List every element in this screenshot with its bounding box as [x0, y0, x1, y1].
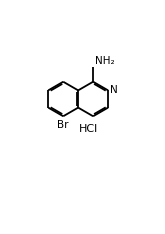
Text: N: N	[110, 85, 117, 95]
Text: Br: Br	[57, 120, 68, 130]
Text: NH₂: NH₂	[95, 56, 114, 66]
Text: HCl: HCl	[79, 124, 98, 134]
